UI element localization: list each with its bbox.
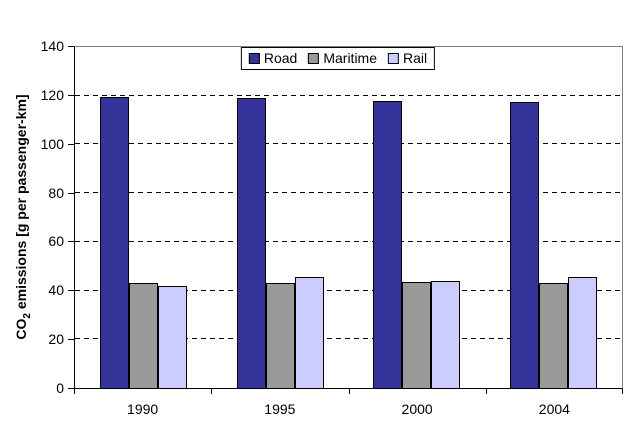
x-axis-tick-3 bbox=[485, 389, 487, 394]
bar-rail-2004 bbox=[568, 277, 598, 388]
x-axis-tick-4 bbox=[622, 389, 623, 394]
x-axis-ticks bbox=[74, 389, 623, 394]
legend-item-road: Road bbox=[248, 50, 298, 66]
y-axis-tick-120 bbox=[68, 95, 74, 96]
x-axis-tick-1 bbox=[211, 389, 213, 394]
y-tick-label-20: 20 bbox=[48, 331, 64, 347]
bar-maritime-2000 bbox=[402, 282, 432, 388]
bar-road-2000 bbox=[373, 100, 403, 388]
gridline-80 bbox=[75, 192, 622, 194]
bar-rail-1990 bbox=[157, 285, 187, 388]
legend-label-rail: Rail bbox=[403, 50, 428, 66]
x-tick-label-2000: 2000 bbox=[401, 401, 433, 417]
y-tick-label-80: 80 bbox=[48, 185, 64, 201]
x-tick-label-1995: 1995 bbox=[264, 401, 296, 417]
gridline-60 bbox=[75, 240, 622, 242]
gridline-40 bbox=[75, 289, 622, 291]
bar-rail-2000 bbox=[431, 280, 461, 388]
y-axis-tick-0 bbox=[68, 388, 74, 389]
bar-group-2000 bbox=[349, 47, 486, 388]
legend-label-maritime: Maritime bbox=[323, 50, 378, 66]
gridline-20 bbox=[75, 338, 622, 340]
bar-group-2004 bbox=[485, 47, 622, 388]
bar-road-2004 bbox=[510, 101, 540, 388]
y-tick-label-100: 100 bbox=[40, 136, 64, 152]
y-axis-tick-40 bbox=[68, 290, 74, 291]
y-axis-tick-20 bbox=[68, 339, 74, 340]
y-tick-label-140: 140 bbox=[40, 38, 64, 54]
y-axis-tick-140 bbox=[68, 46, 74, 47]
legend-item-maritime: Maritime bbox=[308, 51, 377, 66]
x-tick-label-1990: 1990 bbox=[127, 401, 159, 417]
y-axis-title-subscript: 2 bbox=[21, 313, 33, 319]
y-tick-label-40: 40 bbox=[48, 282, 64, 298]
plot-area bbox=[74, 46, 623, 389]
y-axis-tick-60 bbox=[68, 241, 74, 242]
bar-group-1990 bbox=[75, 47, 212, 388]
legend-label-road: Road bbox=[263, 50, 298, 66]
gridline-120 bbox=[75, 94, 622, 96]
bar-maritime-1995 bbox=[265, 283, 295, 388]
y-tick-label-120: 120 bbox=[40, 87, 64, 103]
legend-item-rail: Rail bbox=[388, 51, 427, 66]
y-tick-label-60: 60 bbox=[48, 233, 64, 249]
legend-swatch-road-icon bbox=[248, 53, 260, 64]
x-tick-label-2004: 2004 bbox=[538, 401, 570, 417]
bar-maritime-1990 bbox=[128, 283, 158, 388]
x-axis-tick-2 bbox=[348, 389, 350, 394]
bar-road-1990 bbox=[99, 96, 129, 388]
x-axis-tick-0 bbox=[74, 389, 75, 394]
y-tick-label-0: 0 bbox=[56, 380, 64, 396]
legend-swatch-rail-icon bbox=[388, 53, 400, 64]
y-axis-tick-80 bbox=[68, 193, 74, 194]
legend-swatch-maritime-icon bbox=[308, 53, 320, 64]
bar-road-1995 bbox=[236, 98, 266, 388]
bar-rail-1995 bbox=[294, 277, 324, 388]
bar-maritime-2004 bbox=[539, 283, 569, 388]
gridline-100 bbox=[75, 143, 622, 145]
y-axis-tick-100 bbox=[68, 144, 74, 145]
bar-group-1995 bbox=[212, 47, 349, 388]
y-axis-title-suffix: emissions [g per passenger-km] bbox=[13, 94, 29, 314]
legend: Road Maritime Rail bbox=[240, 47, 436, 70]
